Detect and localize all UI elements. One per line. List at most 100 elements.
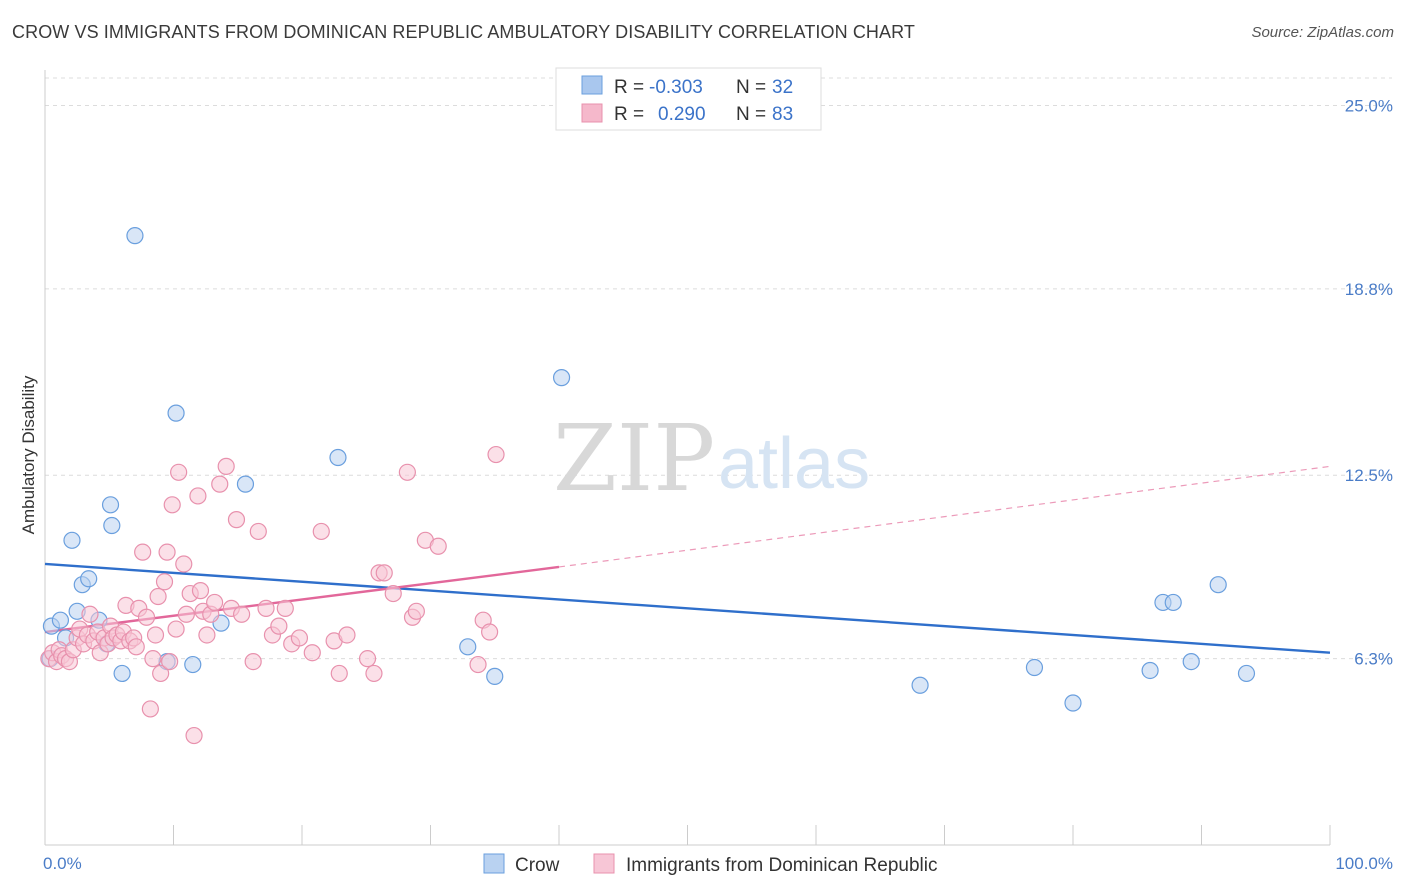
- dominican-point: [358, 650, 377, 668]
- bottom-legend-label-crow: Crow: [515, 855, 560, 876]
- x-tick-labels: 0.0% 100.0%: [43, 854, 1393, 873]
- trend-line-1: [44, 565, 560, 634]
- dominican-point: [365, 664, 383, 683]
- dominican-point: [244, 653, 262, 671]
- crow-point: [1237, 664, 1256, 683]
- legend-n-label: N =: [736, 104, 766, 125]
- dominican-point: [227, 511, 246, 529]
- correlation-legend: R = -0.303 N = 32 R = 0.290 N = 83: [555, 67, 822, 131]
- crow-point: [184, 655, 202, 674]
- source-label: Source: ZipAtlas.com: [1251, 24, 1394, 41]
- crow-point: [80, 570, 98, 588]
- dominican-point: [167, 620, 185, 638]
- crow-point: [1209, 576, 1227, 594]
- dominican-point: [206, 593, 224, 612]
- grid-lines: [45, 77, 1392, 660]
- dominican-point: [185, 726, 203, 745]
- legend-n-value-crow: 32: [772, 77, 793, 98]
- dominican-point: [198, 626, 216, 644]
- legend-swatch-dominican: [581, 103, 603, 123]
- legend-n-label: N =: [736, 77, 766, 98]
- dominican-point: [189, 487, 207, 505]
- dominican-point: [146, 626, 165, 644]
- dominican-point: [149, 587, 167, 606]
- x-tick-label: 100.0%: [1335, 854, 1393, 873]
- dominican-point: [170, 463, 188, 481]
- legend-n-value-dominican: 83: [772, 104, 793, 125]
- crow-point: [51, 611, 70, 629]
- axes: [44, 70, 1331, 846]
- bottom-legend-label-dominican: Immigrants from Dominican Republic: [626, 855, 938, 876]
- dominican-point: [407, 602, 425, 620]
- legend-r-label: R =: [614, 104, 644, 125]
- dominican-point: [141, 700, 159, 718]
- crow-point: [103, 516, 121, 535]
- crow-point: [126, 227, 144, 245]
- dominican-point: [137, 608, 156, 626]
- dominican-point: [163, 496, 181, 514]
- dominican-point: [375, 564, 393, 582]
- crow-point: [552, 369, 571, 387]
- dominican-point: [257, 599, 275, 617]
- crow-point: [911, 676, 929, 694]
- crow-point: [101, 496, 120, 514]
- dominican-point: [303, 644, 321, 662]
- trend-line-0: [44, 562, 1331, 654]
- dominican-point: [127, 638, 145, 656]
- dominican-point: [330, 664, 348, 683]
- dominican-point: [338, 626, 356, 644]
- trend-lines: [44, 465, 1331, 654]
- y-tick-labels: 6.3% 12.5% 18.8% 25.0%: [1345, 96, 1393, 668]
- data-points: [40, 227, 1256, 745]
- y-tick-label: 18.8%: [1345, 280, 1393, 299]
- dominican-point: [175, 555, 193, 573]
- crow-point: [1182, 653, 1200, 671]
- crow-point: [459, 638, 477, 656]
- watermark-zip: ZIP: [553, 405, 715, 512]
- dominican-point: [270, 617, 288, 635]
- crow-point: [236, 475, 255, 493]
- crow-point: [167, 404, 185, 422]
- dominican-point: [429, 537, 447, 555]
- legend-swatch-crow: [581, 75, 603, 95]
- legend-r-label: R =: [614, 77, 644, 98]
- crow-point: [329, 448, 347, 467]
- dominican-point: [158, 543, 176, 561]
- crow-point: [486, 667, 504, 685]
- trend-line-2: [558, 465, 1331, 568]
- dominican-point: [144, 650, 162, 668]
- dominican-point: [398, 463, 416, 481]
- dominican-point: [233, 605, 251, 623]
- dominican-point: [481, 623, 499, 641]
- y-tick-label: 6.3%: [1354, 650, 1393, 669]
- crow-point: [1064, 694, 1082, 712]
- legend-r-value-dominican: 0.290: [658, 104, 706, 125]
- bottom-legend-swatch-crow: [483, 853, 505, 874]
- y-axis-label: Ambulatory Disability: [19, 375, 38, 534]
- watermark: ZIP atlas: [553, 405, 870, 512]
- dominican-point: [134, 543, 152, 561]
- watermark-atlas: atlas: [718, 424, 870, 504]
- chart-title: CROW VS IMMIGRANTS FROM DOMINICAN REPUBL…: [12, 22, 915, 42]
- x-tick-label: 0.0%: [43, 854, 82, 873]
- dominican-point: [152, 664, 170, 683]
- dominican-point: [177, 605, 195, 623]
- series-legend: Crow Immigrants from Dominican Republic: [483, 853, 938, 876]
- dominican-point: [469, 655, 487, 674]
- dominican-point: [217, 457, 235, 475]
- y-tick-label: 12.5%: [1345, 466, 1393, 485]
- dominican-point: [191, 582, 210, 600]
- dominican-point: [290, 629, 309, 647]
- legend-r-value-crow: -0.303: [649, 77, 703, 98]
- crow-point: [63, 531, 81, 549]
- dominican-point: [276, 599, 294, 617]
- crow-point: [1025, 658, 1044, 677]
- dominican-point: [211, 475, 229, 493]
- crow-point: [113, 664, 131, 683]
- dominican-point: [155, 573, 174, 591]
- dominican-point: [81, 605, 99, 623]
- crow-point: [1164, 593, 1182, 612]
- dominican-point: [384, 584, 402, 603]
- dominican-point: [487, 445, 505, 464]
